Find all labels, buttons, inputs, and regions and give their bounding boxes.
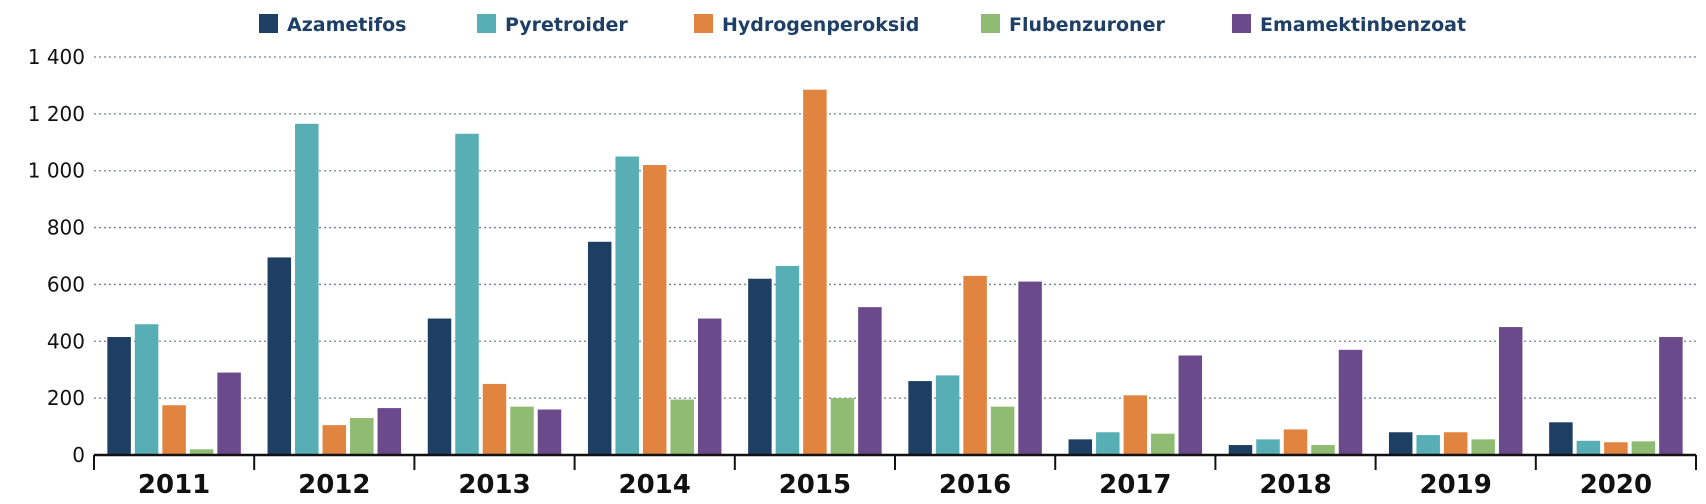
y-tick-label: 0 [72, 443, 85, 467]
bar-pyretroider-2013 [455, 133, 479, 455]
bar-emamektinbenzoat-2019 [1498, 327, 1523, 455]
x-tick-label: 2016 [939, 470, 1011, 500]
x-tick-label: 2015 [779, 470, 851, 500]
y-tick-label: 1 400 [28, 45, 85, 69]
bar-hydrogenperoksid-2013 [482, 383, 507, 455]
y-tick-label: 600 [47, 272, 85, 296]
legend-label-2: Pyretroider [505, 14, 628, 36]
bar-azametifos-2015 [748, 278, 772, 455]
x-axis: 2011 2012 2013 2014 2015 2016 2017 2018 2019 2020 [93, 453, 1697, 500]
bar-azametifos-2011 [107, 337, 131, 455]
x-tick-label: 2012 [298, 470, 370, 500]
legend-label-5: Emamektinbenzoat [1260, 14, 1466, 36]
bar-emamektinbenzoat-2017 [1178, 355, 1203, 455]
bar-flubenzuroner-2014 [670, 399, 694, 455]
bar-hydrogenperoksid-2011 [162, 405, 186, 455]
legend-swatch-4 [981, 14, 1000, 33]
bar-hydrogenperoksid-2018 [1283, 429, 1308, 455]
bar-pyretroider-2018 [1256, 439, 1280, 455]
legend-label-1: Azametifos [287, 14, 407, 36]
bar-hydrogenperoksid-2017 [1123, 395, 1148, 455]
bar-pyretroider-2020 [1576, 440, 1601, 455]
legend-swatch-1 [259, 14, 278, 33]
bar-pyretroider-2019 [1416, 435, 1440, 455]
bar-pyretroider-2012 [295, 123, 319, 456]
legend-label-4: Flubenzuroner [1009, 14, 1165, 36]
legend-label-3: Hydrogenperoksid [722, 14, 919, 36]
bar-emamektinbenzoat-2011 [217, 372, 241, 455]
bar-emamektinbenzoat-2016 [1018, 281, 1042, 455]
bar-pyretroider-2014 [615, 156, 639, 455]
bar-hydrogenperoksid-2019 [1443, 432, 1468, 455]
bar-emamektinbenzoat-2015 [858, 307, 882, 455]
x-tick-label: 2018 [1259, 470, 1331, 500]
y-tick-label: 1 000 [28, 159, 85, 183]
bar-flubenzuroner-2013 [510, 406, 534, 455]
bar-pyretroider-2016 [935, 375, 960, 455]
bar-emamektinbenzoat-2012 [377, 408, 402, 455]
bar-hydrogenperoksid-2012 [322, 425, 347, 455]
bar-pyretroider-2015 [775, 265, 800, 455]
bar-emamektinbenzoat-2018 [1338, 349, 1363, 455]
legend-swatch-3 [694, 14, 713, 33]
bar-flubenzuroner-2020 [1631, 441, 1656, 455]
bar-pyretroider-2017 [1096, 432, 1120, 455]
bar-azametifos-2012 [267, 257, 292, 455]
bar-azametifos-2019 [1388, 432, 1413, 455]
bar-emamektinbenzoat-2020 [1659, 337, 1683, 455]
bar-flubenzuroner-2016 [990, 406, 1015, 455]
bar-pyretroider-2011 [134, 324, 159, 455]
bar-flubenzuroner-2012 [350, 418, 374, 455]
bar-flubenzuroner-2019 [1471, 439, 1495, 455]
bar-hydrogenperoksid-2020 [1604, 442, 1628, 455]
x-tick-label: 2011 [138, 470, 210, 500]
legend: Azametifos Pyretroider Hydrogenperoksid Flu… [259, 14, 1466, 36]
legend-swatch-2 [477, 14, 496, 33]
bar-flubenzuroner-2017 [1151, 433, 1175, 455]
x-tick-label: 2017 [1099, 470, 1171, 500]
x-tick-label: 2014 [619, 470, 691, 500]
bar-emamektinbenzoat-2013 [537, 409, 562, 455]
bar-azametifos-2016 [908, 381, 932, 455]
y-axis: 0 200 400 600 800 1 000 1 200 1 400 [28, 45, 85, 467]
gridlines [94, 56, 1696, 399]
bar-azametifos-2017 [1068, 439, 1093, 455]
bar-flubenzuroner-2015 [830, 398, 855, 455]
bar-azametifos-2018 [1228, 445, 1253, 455]
x-tick-label: 2019 [1420, 470, 1492, 500]
y-tick-label: 1 200 [28, 102, 85, 126]
y-tick-label: 200 [47, 386, 85, 410]
x-tick-label: 2013 [458, 470, 530, 500]
y-tick-label: 800 [47, 216, 85, 240]
bar-hydrogenperoksid-2015 [803, 89, 827, 455]
y-tick-label: 400 [47, 329, 85, 353]
bar-flubenzuroner-2011 [189, 449, 214, 455]
bar-flubenzuroner-2018 [1311, 445, 1335, 455]
legend-swatch-5 [1232, 14, 1251, 33]
bar-emamektinbenzoat-2014 [697, 318, 722, 455]
bar-hydrogenperoksid-2014 [642, 165, 667, 455]
bar-hydrogenperoksid-2016 [963, 275, 987, 455]
x-tick-label: 2020 [1580, 470, 1652, 500]
bar-azametifos-2020 [1549, 422, 1573, 455]
bars [107, 89, 1683, 456]
bar-azametifos-2013 [427, 318, 452, 455]
bar-azametifos-2014 [587, 241, 612, 455]
